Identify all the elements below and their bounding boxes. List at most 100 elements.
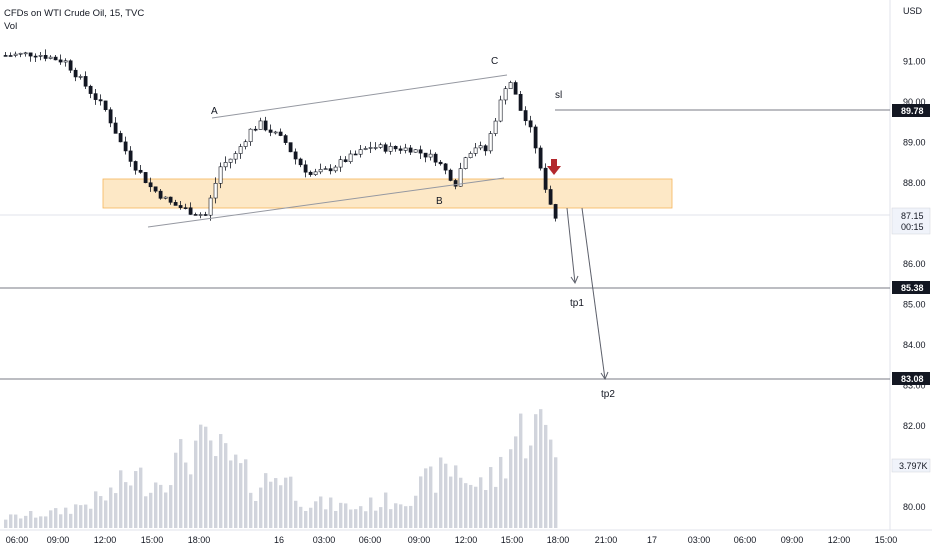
volume-bar: [484, 490, 488, 528]
volume-bar: [399, 504, 403, 528]
candle-body: [443, 163, 448, 171]
volume-bar: [159, 484, 163, 528]
volume-bar: [554, 457, 558, 528]
candle-body: [413, 149, 418, 153]
candle-body: [373, 147, 378, 149]
candle-body: [348, 153, 353, 162]
candle-body: [78, 76, 83, 78]
candle-body: [533, 126, 538, 149]
sl-price-tag: [892, 104, 930, 117]
candle-body: [418, 149, 423, 154]
candle-body: [513, 82, 518, 95]
channel-lower-trendline[interactable]: [147, 177, 505, 228]
price-tick: 86.00: [903, 259, 926, 269]
candle-body: [83, 76, 88, 87]
volume-bar: [219, 434, 223, 528]
time-tick: 06:00: [6, 535, 29, 545]
volume-bar: [29, 511, 33, 528]
candle-body: [448, 169, 453, 181]
price-tick: 89.00: [903, 138, 926, 148]
candle-body: [58, 59, 63, 63]
candle-body: [498, 99, 503, 122]
time-tick: 12:00: [828, 535, 851, 545]
volume-bar: [24, 515, 28, 528]
time-tick: 18:00: [188, 535, 211, 545]
candle-body: [193, 214, 198, 216]
volume-bar: [249, 492, 253, 528]
channel-upper-trendline[interactable]: [211, 74, 508, 119]
volume-bar: [139, 467, 143, 528]
candle-body: [233, 153, 238, 160]
candle-body: [358, 149, 363, 155]
time-tick: 03:00: [688, 535, 711, 545]
candle-body: [288, 142, 293, 153]
volume-bar: [514, 436, 518, 528]
candle-body: [73, 69, 78, 78]
candle-body: [523, 110, 528, 122]
candle-body: [393, 145, 398, 150]
volume-bar: [89, 508, 93, 528]
candle-body: [88, 85, 93, 94]
volume-bar: [344, 503, 348, 528]
volume-bar: [414, 495, 418, 528]
price-tick: 80.00: [903, 502, 926, 512]
volume-bar: [459, 477, 463, 528]
volume-bar: [229, 460, 233, 528]
volume-bar: [364, 511, 368, 528]
support-zone[interactable]: [102, 178, 673, 209]
volume-bar: [549, 439, 553, 528]
sell-arrow-icon: [547, 159, 561, 175]
target-arrow-1-head: [570, 275, 579, 285]
candle-body: [508, 82, 513, 89]
bar-countdown: 00:15: [901, 222, 924, 232]
volume-bar: [9, 514, 13, 528]
candle-body: [363, 148, 368, 150]
candle-body: [548, 189, 553, 205]
point-b-label: B: [436, 196, 443, 207]
candle-body: [378, 144, 383, 148]
candle-body: [158, 190, 163, 199]
candle-body: [478, 145, 483, 149]
volume-bar: [134, 471, 138, 528]
tp1-price-tag: [892, 281, 930, 294]
volume-bar: [69, 513, 73, 528]
candle-body: [333, 166, 338, 172]
candle-body: [108, 109, 113, 124]
candle-body: [118, 133, 123, 143]
volume-bar: [499, 456, 503, 528]
volume-bar: [489, 467, 493, 528]
candle-body: [323, 168, 328, 170]
candle-body: [168, 196, 173, 203]
candle-body: [43, 55, 48, 59]
target-arrow-2-line[interactable]: [581, 207, 606, 380]
volume-indicator-label[interactable]: Vol: [4, 21, 18, 32]
volume-bar: [169, 485, 173, 528]
time-axis-ticks[interactable]: 06:00 09:00 12:00 15:00 18:00 16 03:00 06:00 09:…: [6, 535, 898, 545]
volume-bar: [304, 510, 308, 528]
volume-bar: [444, 463, 448, 528]
candle-body: [303, 164, 308, 173]
candle-body: [148, 182, 153, 188]
volume-bar: [519, 413, 523, 528]
volume-bar: [454, 465, 458, 528]
volume-bar: [409, 505, 413, 528]
volume-bar: [119, 470, 123, 528]
volume-bar: [234, 454, 238, 528]
target-arrow-1[interactable]: [566, 207, 576, 284]
candle-body: [28, 52, 33, 57]
volume-bar: [214, 456, 218, 528]
price-tick: 82.00: [903, 421, 926, 431]
time-tick: 21:00: [595, 535, 618, 545]
volume-bar: [79, 505, 83, 528]
candle-body: [258, 120, 263, 130]
volume-histogram: [4, 409, 558, 528]
volume-bar: [54, 508, 58, 528]
volume-bar: [174, 452, 178, 528]
volume-bar: [59, 514, 63, 528]
candle-body: [48, 56, 53, 59]
volume-bar: [179, 439, 183, 528]
volume-bar: [429, 466, 433, 528]
symbol-title[interactable]: CFDs on WTI Crude Oil, 15, TVC: [4, 8, 145, 19]
candle-body: [113, 122, 118, 134]
